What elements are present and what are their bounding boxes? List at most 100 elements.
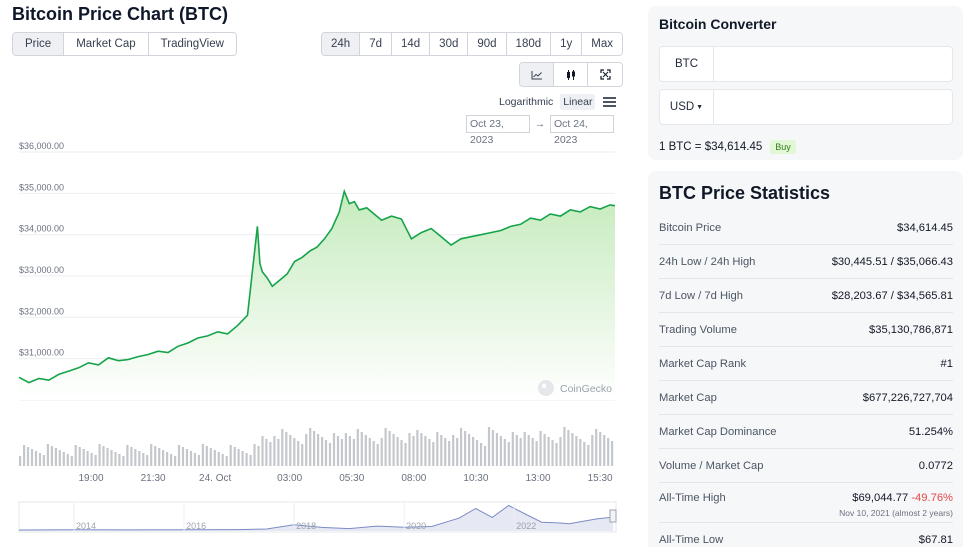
- scale-toggle: Logarithmic Linear: [496, 94, 617, 110]
- buy-button[interactable]: Buy: [770, 140, 796, 154]
- fullscreen-button[interactable]: [588, 63, 622, 86]
- range-tabs: 24h 7d 14d 30d 90d 180d 1y Max: [321, 32, 624, 56]
- y-tick-label: $31,000.00: [19, 348, 64, 358]
- converter-to-currency: USD: [669, 101, 695, 113]
- volume-bar: [158, 448, 161, 466]
- converter-rate-line: 1 BTC = $34,614.45 Buy: [659, 140, 796, 154]
- volume-bar: [174, 456, 177, 466]
- price-chart[interactable]: $36,000.00 $35,000.00 $34,000.00 $33,000.00…: [0, 140, 630, 547]
- navigator-tick-label: 2022: [516, 521, 536, 531]
- volume-bar: [479, 443, 483, 466]
- range-max[interactable]: Max: [582, 33, 623, 55]
- range-90d[interactable]: 90d: [468, 33, 507, 55]
- line-chart-button[interactable]: [520, 63, 554, 86]
- converter-from-currency: BTC: [660, 47, 714, 81]
- volume-bar: [177, 445, 181, 466]
- volume-bar: [547, 437, 550, 466]
- volume-bar: [181, 447, 185, 466]
- volume-bars: [19, 427, 614, 466]
- stat-label: Volume / Market Cap: [659, 459, 764, 472]
- range-navigator[interactable]: 2014 2016 2018 2020 2022: [18, 501, 617, 533]
- volume-bar: [78, 447, 81, 466]
- chart-type-tools: [519, 62, 623, 87]
- volume-bar: [94, 455, 97, 466]
- converter-from-input[interactable]: [714, 47, 952, 81]
- stat-value: $67.81: [918, 533, 953, 546]
- converter-to-currency-select[interactable]: USD ▼: [660, 90, 714, 124]
- volume-bar: [468, 434, 471, 466]
- volume-bar: [225, 456, 228, 466]
- volume-bar: [328, 443, 332, 466]
- stat-label: Bitcoin Price: [659, 221, 722, 234]
- volume-bar: [444, 438, 447, 466]
- volume-bar: [253, 444, 256, 466]
- view-tabs: Price Market Cap TradingView: [12, 32, 237, 56]
- stat-label: Market Cap Dominance: [659, 425, 777, 438]
- volume-bar: [221, 454, 224, 466]
- range-7d[interactable]: 7d: [360, 33, 392, 55]
- date-to-input[interactable]: Oct 24, 2023: [550, 115, 614, 146]
- date-from-input[interactable]: Oct 23, 2023: [466, 115, 530, 146]
- volume-bar: [424, 436, 427, 466]
- range-180d[interactable]: 180d: [506, 33, 552, 55]
- range-1y[interactable]: 1y: [551, 33, 583, 55]
- tab-market-cap[interactable]: Market Cap: [64, 33, 149, 55]
- volume-bar: [384, 428, 387, 466]
- stat-value: $30,445.51 / $35,066.43: [831, 255, 953, 268]
- volume-bar: [324, 440, 328, 466]
- volume-bar: [197, 455, 200, 466]
- volume-bar: [364, 435, 367, 466]
- navigator-handle[interactable]: [609, 509, 617, 523]
- stat-row: 7d Low / 7d High $28,203.67 / $34,565.81: [659, 279, 953, 313]
- stat-row: Market Cap Rank #1: [659, 347, 953, 381]
- volume-bar: [82, 449, 85, 466]
- scale-logarithmic[interactable]: Logarithmic: [499, 96, 554, 108]
- scale-linear[interactable]: Linear: [560, 94, 596, 110]
- tab-tradingview[interactable]: TradingView: [148, 33, 236, 55]
- volume-bar: [166, 452, 169, 466]
- x-tick-label: 03:00: [277, 473, 302, 484]
- volume-bar: [19, 456, 22, 466]
- range-24h[interactable]: 24h: [322, 33, 361, 55]
- converter-to-input[interactable]: [714, 90, 952, 124]
- candlestick-button[interactable]: [554, 63, 588, 86]
- volume-bar: [563, 427, 566, 466]
- volume-bar: [396, 437, 399, 466]
- volume-bar: [281, 429, 284, 466]
- fullscreen-icon: [599, 69, 611, 80]
- volume-bar: [114, 452, 117, 466]
- navigator-tick-label: 2018: [296, 521, 316, 531]
- range-30d[interactable]: 30d: [430, 33, 469, 55]
- volume-bar: [23, 445, 26, 466]
- stat-label: 24h Low / 24h High: [659, 255, 756, 268]
- volume-bar: [448, 441, 451, 466]
- volume-bar: [74, 445, 77, 466]
- volume-bar: [277, 439, 280, 466]
- tab-price[interactable]: Price: [13, 33, 65, 55]
- volume-bar: [273, 436, 276, 466]
- volume-bar: [241, 451, 244, 466]
- volume-bar: [543, 434, 546, 466]
- navigator-tick-label: 2014: [76, 521, 96, 531]
- hamburger-menu-icon[interactable]: [603, 95, 617, 109]
- volume-bar: [86, 451, 89, 466]
- volume-bar: [372, 441, 375, 466]
- x-tick-label: 24. Oct: [199, 473, 231, 484]
- volume-bar: [26, 447, 30, 466]
- stat-value: 51.254%: [908, 425, 953, 438]
- converter-from-row: BTC: [659, 46, 953, 82]
- volume-bar: [551, 440, 554, 466]
- stat-row: Bitcoin Price $34,614.45: [659, 211, 953, 245]
- volume-bar: [321, 437, 324, 466]
- volume-bar: [348, 436, 351, 466]
- y-tick-label: $33,000.00: [19, 265, 64, 275]
- volume-bar: [416, 430, 419, 466]
- ath-date: Nov 10, 2021 (almost 2 years): [839, 508, 953, 518]
- volume-bar: [539, 431, 542, 466]
- volume-bar: [237, 449, 240, 466]
- volume-bar: [110, 450, 113, 466]
- range-14d[interactable]: 14d: [391, 33, 431, 55]
- volume-bar: [257, 446, 260, 466]
- arrow-right-icon: →: [534, 118, 546, 130]
- stat-label: 7d Low / 7d High: [659, 289, 743, 302]
